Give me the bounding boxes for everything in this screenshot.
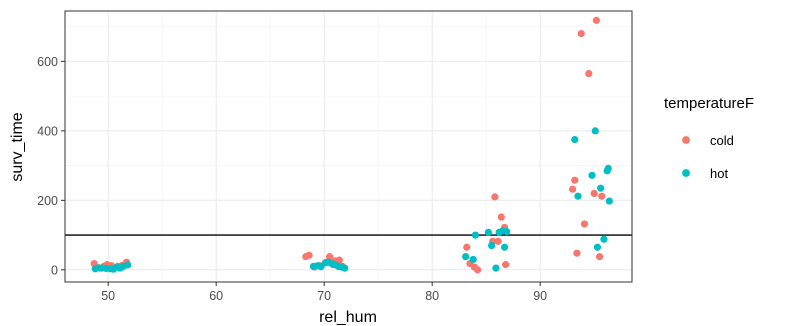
- point-cold: [585, 69, 593, 78]
- legend: temperatureF cold hot: [664, 95, 754, 181]
- plot-panel-border: [64, 10, 633, 283]
- y-tick-label: 0: [51, 263, 58, 277]
- point-cold: [592, 16, 600, 24]
- point-hot: [484, 228, 492, 236]
- point-hot: [462, 253, 470, 261]
- y-tick-label: 200: [37, 194, 58, 208]
- point-cold: [596, 253, 604, 261]
- point-hot: [600, 235, 608, 243]
- point-hot: [574, 192, 582, 200]
- x-axis-title: rel_hum: [319, 309, 377, 326]
- data-points: [90, 16, 613, 274]
- x-tick-label: 80: [425, 289, 439, 303]
- point-cold: [463, 243, 471, 251]
- point-hot: [571, 135, 579, 144]
- point-hot: [604, 164, 612, 172]
- point-cold: [326, 253, 334, 261]
- legend-title: temperatureF: [664, 95, 754, 112]
- legend-key-hot: [682, 169, 690, 177]
- point-cold: [335, 256, 343, 264]
- point-cold: [569, 185, 577, 193]
- x-tick-label: 90: [533, 289, 547, 303]
- point-cold: [305, 251, 313, 259]
- point-cold: [590, 189, 598, 198]
- point-hot: [588, 171, 596, 179]
- point-hot: [593, 243, 602, 251]
- point-cold: [473, 266, 482, 274]
- point-cold: [580, 220, 589, 228]
- point-hot: [469, 255, 477, 264]
- point-cold: [497, 213, 505, 221]
- x-tick-label: 60: [209, 289, 223, 303]
- point-cold: [502, 261, 510, 269]
- x-tick-label: 50: [101, 289, 115, 303]
- point-cold: [598, 192, 606, 200]
- point-hot: [341, 264, 349, 272]
- legend-label-cold: cold: [710, 133, 734, 148]
- point-cold: [577, 29, 585, 38]
- grid-major: [65, 11, 632, 282]
- legend-label-hot: hot: [710, 166, 728, 181]
- y-tick-label: 600: [37, 55, 58, 69]
- x-tick-label: 70: [317, 289, 331, 303]
- point-hot: [591, 127, 599, 135]
- point-hot: [500, 243, 509, 251]
- point-hot: [605, 197, 613, 205]
- x-axis-ticks: 50 60 70 80 90: [101, 282, 547, 303]
- point-cold: [571, 176, 579, 184]
- point-hot: [597, 184, 605, 192]
- legend-key-cold: [682, 136, 690, 144]
- y-tick-label: 400: [37, 124, 58, 138]
- point-cold: [491, 193, 499, 201]
- y-axis-title: surv_time: [9, 112, 26, 181]
- y-axis-ticks: 0 200 400 600: [37, 55, 65, 277]
- point-hot: [488, 241, 496, 250]
- point-hot: [124, 261, 132, 269]
- point-hot: [503, 228, 511, 236]
- point-cold: [494, 237, 502, 245]
- point-cold: [573, 249, 581, 257]
- point-hot: [492, 264, 500, 272]
- point-hot: [471, 231, 479, 239]
